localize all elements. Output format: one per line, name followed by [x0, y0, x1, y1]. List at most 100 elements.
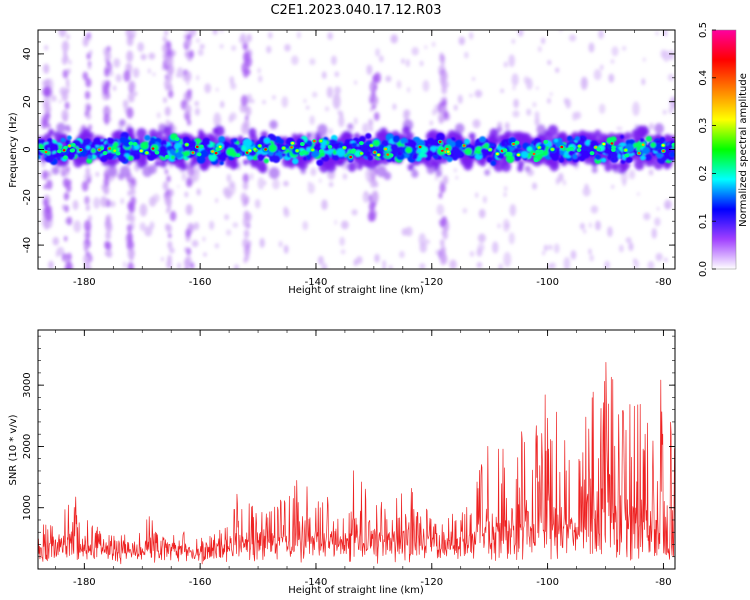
band-core-blob — [403, 142, 409, 147]
snr-plot — [38, 362, 675, 565]
x-tick-label: -80 — [655, 577, 671, 588]
band-core-blob — [178, 147, 184, 153]
spectrum-streak — [442, 230, 449, 240]
spectrum-speck — [68, 59, 72, 65]
band-peak-center — [602, 142, 606, 146]
spectrum-streak — [245, 195, 250, 202]
spectrum-speck — [283, 244, 289, 254]
spectrum-speck — [633, 258, 637, 263]
spectrum-speck — [453, 104, 458, 111]
spectrum-speck — [366, 64, 373, 76]
spectrum-streak — [185, 203, 193, 216]
band-core-blob — [144, 134, 151, 141]
spectrum-speck — [504, 186, 508, 192]
band-peak-center — [214, 151, 218, 155]
spectrum-speck — [133, 91, 138, 96]
spectrum-streak — [127, 262, 134, 269]
spectrum-speck — [291, 55, 299, 66]
band-peak — [70, 148, 76, 153]
band-halo-blob — [468, 132, 476, 140]
spectrum-speck — [297, 31, 301, 39]
band-core-blob — [479, 136, 486, 143]
spectrum-streak — [246, 33, 252, 43]
y-tick-label: 40 — [22, 48, 33, 61]
band-core-blob — [199, 149, 208, 158]
spectrum-streak — [168, 232, 172, 239]
spectrum-speck — [122, 261, 127, 269]
band-peak-center — [195, 145, 199, 149]
band-core-blob — [620, 159, 626, 165]
spectrum-streak — [101, 184, 105, 191]
band-core-blob — [601, 157, 607, 163]
band-peak-center — [370, 144, 373, 147]
band-core-blob — [490, 160, 497, 166]
spectrum-speck — [328, 127, 333, 136]
spectrum-streak — [43, 63, 50, 74]
spectrum-streak — [62, 69, 69, 79]
band-peak-center — [462, 144, 466, 147]
spectrum-streak — [372, 104, 376, 110]
spectrum-speck — [472, 77, 476, 81]
spectrum-streak — [47, 123, 51, 129]
spectrogram-y-label: Frequency (Hz) — [8, 112, 19, 188]
spectrum-streak — [183, 92, 189, 100]
band-core-blob — [645, 135, 652, 142]
spectrum-speck — [340, 249, 346, 255]
band-peak — [514, 140, 520, 145]
band-peak-center — [211, 150, 214, 153]
band-peak-center — [377, 153, 380, 157]
spectrum-speck — [262, 100, 266, 105]
spectrum-speck — [419, 60, 424, 67]
spectrum-speck — [593, 69, 602, 81]
spectrum-streak — [243, 119, 250, 130]
spectrum-streak — [126, 224, 133, 233]
spectrum-streak — [439, 73, 447, 85]
spectrum-speck — [559, 30, 563, 33]
spectrum-speck — [93, 197, 101, 209]
spectrum-streak — [87, 215, 92, 222]
spectrum-speck — [353, 117, 358, 125]
band-peak-center — [191, 151, 195, 154]
x-tick-label: -180 — [73, 277, 96, 288]
spectrum-speck — [407, 87, 411, 93]
band-core-blob — [82, 138, 90, 146]
spectrum-streak — [47, 107, 51, 114]
spectrum-speck — [321, 71, 327, 79]
spectrum-speck — [156, 112, 161, 119]
spectrum-streak — [66, 34, 70, 40]
spectrum-speck — [642, 57, 646, 62]
spectrum-speck — [204, 83, 212, 94]
spectrum-speck — [562, 179, 566, 186]
spectrum-streak — [187, 119, 192, 126]
band-halo-blob — [455, 123, 465, 134]
spectrum-speck — [139, 222, 146, 232]
band-core-blob — [66, 135, 72, 141]
spectrum-streak — [67, 268, 69, 269]
spectrum-streak — [103, 177, 110, 187]
colorbar-tick-label: 0.1 — [698, 213, 709, 229]
spectrum-speck — [233, 264, 239, 269]
x-tick-label: -140 — [305, 277, 328, 288]
spectrum-streak — [61, 40, 70, 53]
band-peak — [351, 148, 357, 153]
spectrum-speck — [669, 96, 675, 109]
spectrum-speck — [497, 223, 501, 229]
spectrum-speck — [382, 260, 387, 267]
spectrum-speck — [478, 208, 486, 219]
spectrum-streak — [47, 112, 51, 118]
spectrogram-x-axis: -180 -160 -140 -120 -100 -80 — [55, 30, 672, 288]
spectrogram-y-axis: -40 -20 0 20 40 — [22, 29, 675, 270]
spectrum-streak — [186, 177, 193, 188]
spectrum-speck — [637, 192, 640, 196]
band-core-blob — [160, 140, 168, 147]
spectrum-speck — [202, 236, 206, 242]
spectrum-speck — [660, 49, 667, 59]
spectrum-streak — [443, 110, 449, 120]
band-core-blob — [231, 151, 237, 158]
band-halo-blob — [213, 125, 225, 137]
spectrum-speck — [195, 167, 200, 175]
spectrum-speck — [309, 115, 315, 126]
band-halo-blob — [159, 159, 168, 168]
spectrum-streak — [373, 84, 378, 91]
spectrum-speck — [334, 86, 341, 95]
